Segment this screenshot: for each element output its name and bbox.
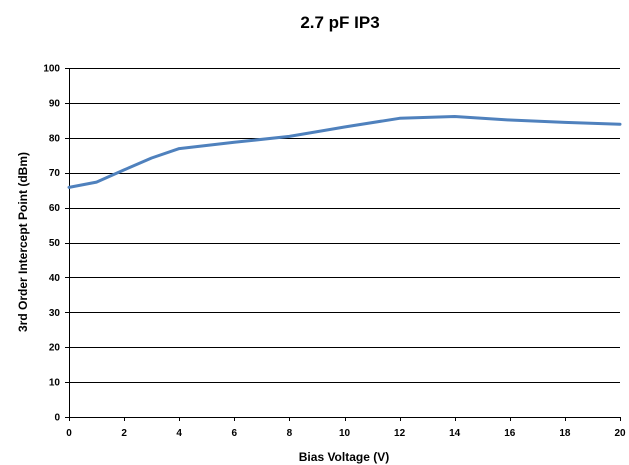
- y-tick-label: 30: [49, 308, 61, 319]
- gridlines: [69, 68, 620, 383]
- series-group: [67, 115, 622, 189]
- y-tick-label: 90: [49, 98, 61, 109]
- x-tick-label: 16: [504, 428, 516, 439]
- x-tick-label: 6: [232, 428, 238, 439]
- y-tick-label: 100: [43, 64, 60, 75]
- x-tick-label: 14: [449, 428, 461, 439]
- y-tick-label: 80: [49, 133, 61, 144]
- y-tick-label: 50: [49, 238, 61, 249]
- x-tick-label: 20: [614, 428, 626, 439]
- x-tick-label: 12: [394, 428, 406, 439]
- x-axis-title: Bias Voltage (V): [299, 450, 389, 464]
- x-tick-label: 10: [339, 428, 351, 439]
- y-tick-label: 0: [54, 413, 60, 424]
- y-tick-labels: 0 10 20 30 40 50 60 70 80 90 100: [43, 64, 60, 424]
- y-tick-label: 40: [49, 273, 61, 284]
- x-tick-label: 8: [287, 428, 293, 439]
- axes: [65, 68, 621, 421]
- x-tick-label: 0: [66, 428, 72, 439]
- series-line-0: [67, 115, 622, 189]
- y-tick-label: 70: [49, 168, 61, 179]
- chart-title: 2.7 pF IP3: [300, 13, 379, 32]
- x-tick-labels: 0 2 4 6 8 10 12 14 16 18 20: [66, 428, 626, 439]
- y-axis-title: 3rd Order Intercept Point (dBm): [16, 152, 30, 332]
- y-tick-label: 10: [49, 378, 61, 389]
- y-tick-label: 60: [49, 203, 61, 214]
- x-tick-label: 4: [176, 428, 182, 439]
- y-tick-label: 20: [49, 343, 61, 354]
- x-tick-label: 2: [121, 428, 127, 439]
- x-tick-label: 18: [559, 428, 571, 439]
